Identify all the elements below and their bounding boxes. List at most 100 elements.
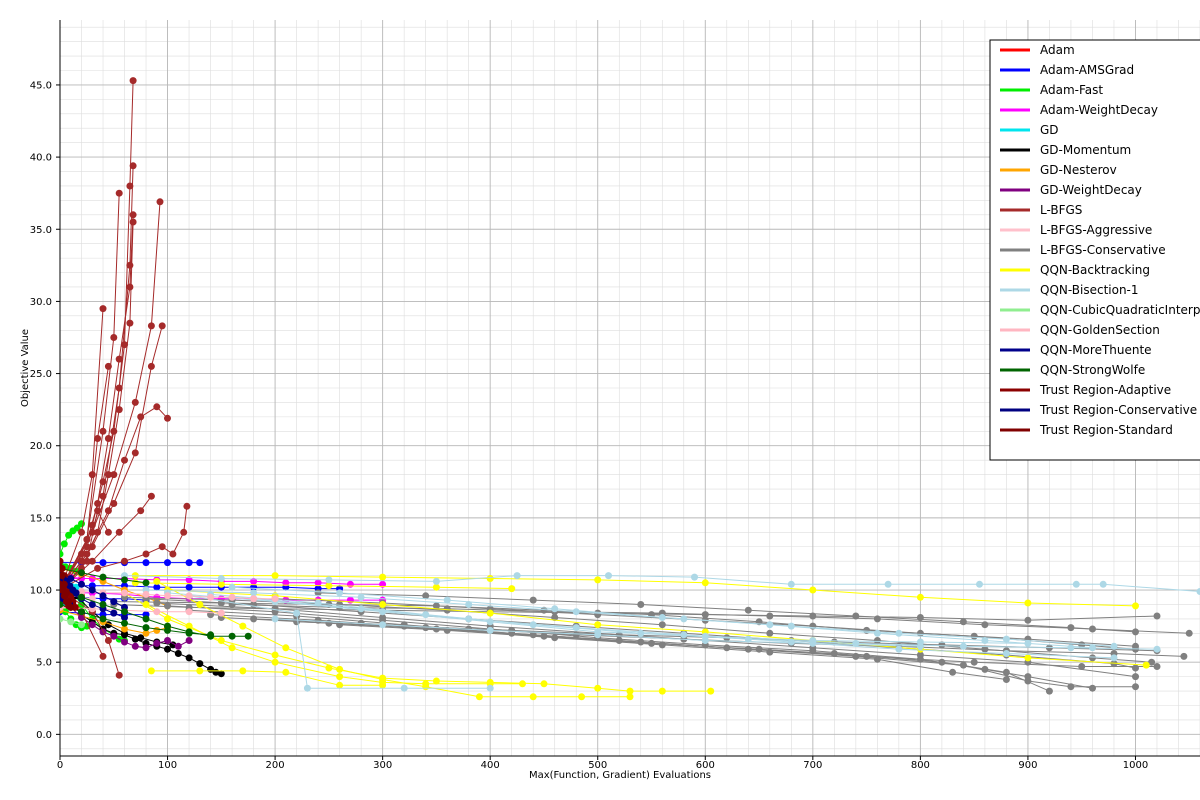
data-point-l-bfgs	[164, 414, 171, 422]
data-point-qqn-backtracking	[282, 668, 290, 676]
data-point-adam-fast	[83, 622, 91, 630]
series-line-l-bfgs-conservative	[156, 602, 1136, 678]
data-point-l-bfgs	[121, 557, 128, 565]
data-point-l-bfgs	[110, 500, 118, 507]
data-point-qqn-strongwolfe	[78, 593, 85, 601]
data-point-gd-momentum	[169, 641, 177, 649]
data-point-qqn-bisection-1	[916, 642, 924, 650]
data-point-qqn-goldensection	[217, 609, 225, 617]
data-point-adam-amsgrad	[99, 559, 107, 567]
series-line-l-bfgs	[60, 201, 161, 591]
data-point-l-bfgs	[131, 398, 139, 406]
data-point-qqn-morethuente	[110, 609, 118, 617]
data-point-qqn-backtracking	[196, 667, 204, 675]
data-point-qqn-backtracking	[432, 677, 440, 685]
x-tick-label: 300	[373, 760, 392, 771]
data-point-l-bfgs-conservative	[432, 625, 440, 633]
data-point-l-bfgs-conservative	[938, 658, 946, 666]
data-point-l-bfgs-conservative	[1132, 673, 1139, 681]
data-point-gd-weightdecay	[88, 621, 96, 629]
data-point-l-bfgs-conservative	[529, 596, 537, 604]
data-point-adam-amsgrad	[164, 559, 171, 567]
data-point-l-bfgs-conservative	[1067, 683, 1075, 691]
data-point-qqn-backtracking	[540, 680, 548, 688]
data-point-trust-region-standard	[60, 572, 66, 580]
data-point-l-bfgs-conservative	[959, 618, 967, 626]
data-point-l-bfgs	[104, 637, 112, 644]
data-point-qqn-bisection-1	[228, 583, 236, 591]
data-point-trust-region-adaptive	[60, 557, 64, 565]
data-point-qqn-strongwolfe	[164, 626, 171, 634]
data-point-qqn-bisection-1	[1110, 654, 1118, 662]
data-point-adam-fast	[60, 540, 68, 548]
data-point-l-bfgs-conservative	[873, 637, 881, 644]
data-point-qqn-bisection-1	[658, 614, 666, 621]
legend-label-qqn-bisection-1: QQN-Bisection-1	[1040, 283, 1139, 297]
data-point-adam-amsgrad	[142, 559, 150, 567]
x-tick-label: 200	[266, 760, 285, 771]
data-point-qqn-backtracking	[422, 683, 430, 691]
data-point-l-bfgs	[115, 355, 123, 363]
data-point-gd-momentum	[164, 645, 171, 653]
y-tick-label: 45.0	[30, 80, 52, 91]
legend-label-gd-nesterov: GD-Nesterov	[1040, 163, 1117, 177]
y-axis-title: Objective Value	[20, 329, 31, 407]
data-point-qqn-bisection-1	[1196, 588, 1200, 595]
data-point-qqn-bisection-1	[293, 609, 301, 617]
data-point-gd-momentum	[137, 634, 145, 642]
data-point-l-bfgs	[126, 182, 134, 190]
data-point-qqn-bisection-1	[325, 576, 333, 584]
data-point-l-bfgs-conservative	[572, 631, 580, 639]
data-point-l-bfgs	[110, 471, 118, 479]
data-point-l-bfgs-conservative	[658, 641, 666, 649]
data-point-qqn-bisection-1	[1089, 644, 1096, 652]
data-point-l-bfgs-conservative	[508, 626, 516, 634]
data-point-qqn-bisection-1	[691, 573, 698, 581]
data-point-l-bfgs-conservative	[658, 621, 666, 629]
data-point-qqn-morethuente	[110, 598, 118, 606]
data-point-l-bfgs-conservative	[766, 612, 774, 620]
data-point-qqn-backtracking	[185, 622, 193, 630]
y-tick-label: 0.0	[36, 730, 52, 741]
x-tick-label: 500	[588, 760, 607, 771]
data-point-qqn-backtracking	[594, 684, 602, 692]
data-point-gd-weightdecay	[110, 632, 118, 640]
data-point-qqn-bisection-1	[809, 639, 817, 647]
y-tick-label: 10.0	[30, 586, 52, 597]
data-point-adam-weightdecay	[185, 576, 193, 584]
data-point-l-bfgs-conservative	[873, 615, 881, 623]
data-point-trust-region-standard	[65, 602, 73, 610]
data-point-l-bfgs-conservative	[1185, 629, 1193, 637]
data-point-qqn-bisection-1	[895, 645, 903, 653]
data-point-qqn-backtracking	[594, 576, 602, 584]
data-point-qqn-backtracking	[239, 622, 247, 630]
data-point-qqn-backtracking	[1024, 599, 1032, 607]
data-point-l-bfgs-conservative	[637, 638, 645, 646]
data-point-l-bfgs	[83, 536, 91, 543]
series-line-qqn-bisection-1	[145, 589, 1115, 647]
data-point-qqn-bisection-1	[529, 621, 537, 629]
y-tick-label: 15.0	[30, 513, 52, 524]
data-point-l-bfgs-conservative	[970, 658, 978, 666]
series-line-l-bfgs	[60, 366, 109, 591]
data-point-qqn-backtracking	[809, 586, 817, 594]
data-point-qqn-backtracking	[239, 667, 247, 675]
legend-label-gd: GD	[1040, 123, 1059, 137]
data-point-qqn-backtracking	[432, 583, 440, 591]
data-point-l-bfgs	[94, 564, 102, 572]
data-point-qqn-backtracking	[508, 585, 516, 593]
data-point-qqn-bisection-1	[766, 621, 774, 629]
data-point-adam-amsgrad	[185, 559, 193, 567]
data-point-l-bfgs-conservative	[1180, 652, 1188, 660]
legend-label-trust-region-adaptive: Trust Region-Adaptive	[1039, 383, 1171, 397]
data-point-l-bfgs	[156, 198, 164, 206]
data-point-qqn-backtracking	[658, 687, 666, 695]
series-line-qqn-strongwolfe	[60, 604, 211, 636]
data-point-l-bfgs-conservative	[551, 614, 559, 621]
data-point-l-bfgs-conservative	[1045, 687, 1053, 695]
data-point-l-bfgs	[126, 319, 134, 327]
data-point-qqn-goldensection	[185, 608, 193, 616]
data-point-qqn-bisection-1	[701, 637, 709, 644]
data-point-qqn-bisection-1	[572, 624, 580, 632]
